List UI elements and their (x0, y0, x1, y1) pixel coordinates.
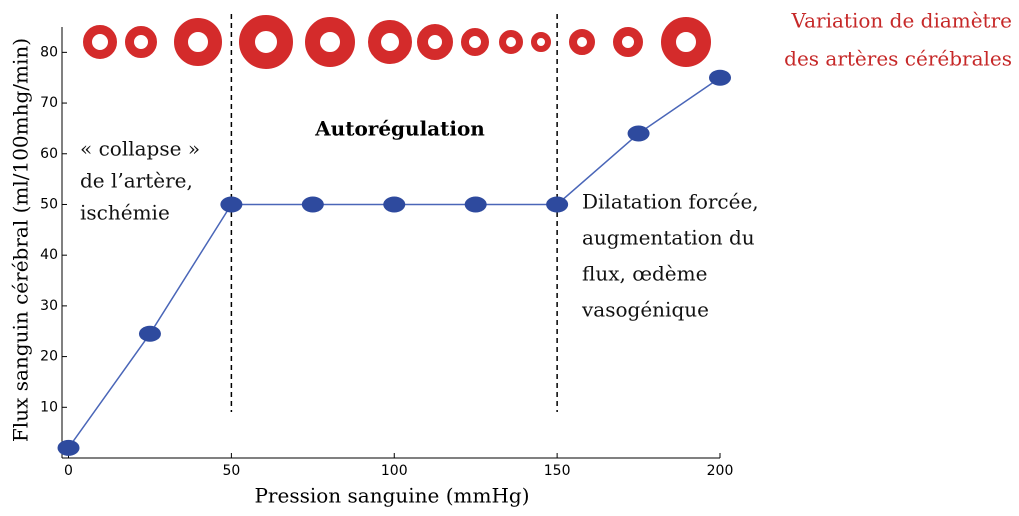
y-tick-label: 30 (40, 298, 58, 314)
x-tick-label: 50 (222, 463, 240, 479)
chart: Flux sanguin cérébral (ml/100mhg/min) Pr… (0, 0, 1019, 516)
data-point (628, 125, 650, 141)
x-axis-label: Pression sanguine (mmHg) (254, 484, 529, 508)
x-tick-label: 200 (707, 463, 734, 479)
annotation: de l’artère, (80, 169, 193, 193)
data-point (139, 326, 161, 342)
annotation: Autorégulation (314, 117, 485, 141)
y-tick-label: 50 (40, 196, 58, 212)
data-point (709, 70, 731, 86)
y-tick-label: 70 (40, 95, 58, 111)
x-tick-label: 100 (381, 463, 408, 479)
annotation: Variation de diamètre (791, 9, 1012, 33)
annotation: Dilatation forcée, (582, 190, 759, 214)
y-tick-label: 80 (40, 44, 58, 60)
annotation: « collapse » (80, 137, 200, 161)
y-axis-label: Flux sanguin cérébral (ml/100mhg/min) (9, 38, 33, 442)
y-tick-label: 60 (40, 146, 58, 162)
data-point (220, 196, 242, 212)
y-tick-label: 20 (40, 349, 58, 365)
annotation: flux, œdème (582, 262, 707, 286)
x-tick-label: 150 (544, 463, 571, 479)
annotation: des artères cérébrales (784, 47, 1012, 71)
annotation: augmentation du (582, 226, 755, 250)
data-point (546, 196, 568, 212)
data-point (58, 440, 80, 456)
data-point (383, 196, 405, 212)
annotation: ischémie (80, 201, 170, 225)
data-point (465, 196, 487, 212)
artery-rings (88, 23, 704, 61)
y-tick-label: 10 (40, 399, 58, 415)
data-point (302, 196, 324, 212)
y-tick-label: 40 (40, 247, 58, 263)
annotation: vasogénique (581, 298, 709, 322)
x-tick-label: 0 (64, 463, 73, 479)
